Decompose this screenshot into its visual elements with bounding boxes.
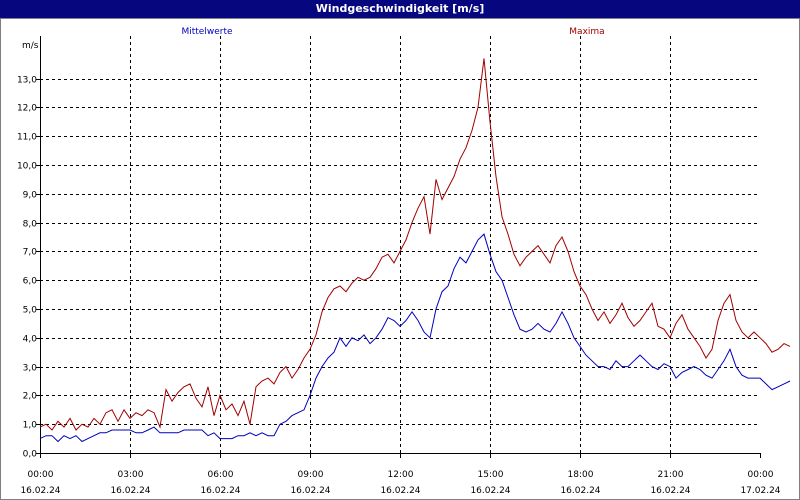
- y-tick-label: 11,0: [17, 133, 37, 143]
- x-tick-time: 09:00: [298, 470, 324, 480]
- x-tick-date: 16.02.24: [560, 486, 600, 496]
- y-tick-label: 5,0: [23, 306, 38, 316]
- y-tick-label: 10,0: [17, 162, 37, 172]
- x-tick-date: 16.02.24: [380, 486, 420, 496]
- x-tick-date: 16.02.24: [290, 486, 330, 496]
- x-tick-time: 06:00: [208, 470, 234, 480]
- legend-maxima: Maxima: [569, 27, 604, 37]
- x-tick-time: 12:00: [388, 470, 414, 480]
- y-tick-label: 8,0: [23, 220, 38, 230]
- x-tick-time: 00:00: [28, 470, 54, 480]
- series-line-maxima: [39, 58, 791, 431]
- x-tick-time: 18:00: [568, 470, 594, 480]
- x-tick-date: 16.02.24: [470, 486, 510, 496]
- y-tick-label: 3,0: [23, 364, 38, 374]
- y-tick-label: 13,0: [17, 76, 37, 86]
- y-tick-label: 9,0: [23, 191, 38, 201]
- y-tick-label: 2,0: [23, 392, 38, 402]
- y-tick-label: 12,0: [17, 104, 37, 114]
- x-tick-time: 00:00: [748, 470, 774, 480]
- x-tick-time: 03:00: [118, 470, 144, 480]
- legend: Mittelwerte Maxima: [181, 27, 604, 37]
- series-lines: [39, 58, 791, 443]
- window-title: Windgeschwindigkeit [m/s]: [0, 0, 800, 18]
- x-tick-date: 16.02.24: [200, 486, 240, 496]
- x-tick-date: 16.02.24: [110, 486, 150, 496]
- x-tick-time: 15:00: [478, 470, 504, 480]
- x-tick-date: 17.02.24: [740, 486, 780, 496]
- x-tick-date: 16.02.24: [650, 486, 690, 496]
- y-tick-label: 6,0: [23, 277, 38, 287]
- y-axis-label: m/s: [22, 41, 39, 51]
- y-axis-ticks: 0,0 1,0 2,0 3,0 4,0 5,0 6,0 7,0 8,0 9,0 10,0 11,0 12…: [17, 76, 40, 460]
- x-tick-date: 16.02.24: [20, 486, 60, 496]
- legend-mittelwerte: Mittelwerte: [181, 27, 232, 37]
- y-tick-label: 1,0: [23, 421, 38, 431]
- x-tick-time: 21:00: [658, 470, 684, 480]
- y-tick-label: 0,0: [23, 450, 38, 460]
- series-line-mittelwerte: [39, 233, 791, 443]
- y-tick-label: 7,0: [23, 248, 38, 258]
- y-tick-label: 4,0: [23, 335, 38, 345]
- x-axis-ticks: 00:00 16.02.24 03:00 16.02.24 06:00 16.02.24 0…: [20, 453, 781, 496]
